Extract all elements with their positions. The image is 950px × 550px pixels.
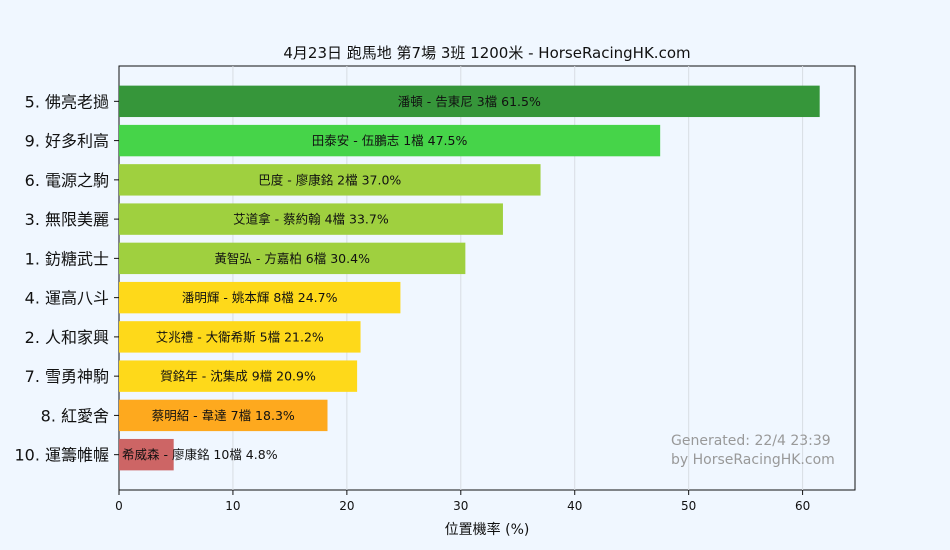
category-label: 10. 運籌帷幄 — [14, 446, 109, 465]
bar-label: 巴度 - 廖康銘 2檔 37.0% — [258, 172, 401, 187]
x-tick-label: 0 — [115, 499, 123, 513]
bar — [119, 124, 661, 157]
site-note: by HorseRacingHK.com — [671, 452, 835, 468]
bar-label: 艾道拿 - 蔡約翰 4檔 33.7% — [233, 212, 389, 227]
category-label: 1. 鈁糖武士 — [25, 249, 109, 268]
generated-note: Generated: 22/4 23:39 — [671, 433, 831, 449]
bar-label: 賀銘年 - 沈集成 9檔 20.9% — [160, 369, 316, 384]
category-label: 6. 電源之駒 — [25, 171, 109, 190]
bar — [119, 438, 174, 471]
bar-label: 田泰安 - 伍鵬志 1檔 47.5% — [312, 133, 468, 148]
bar — [119, 203, 503, 235]
bar — [119, 242, 466, 275]
bar-label: 蔡明紹 - 韋達 7檔 18.3% — [152, 408, 295, 423]
category-label: 9. 好多利高 — [25, 132, 109, 151]
category-label: 8. 紅愛舍 — [41, 406, 109, 425]
bar — [119, 321, 361, 353]
category-label: 4. 運高八斗 — [25, 289, 109, 308]
bar — [119, 164, 541, 196]
x-tick-label: 50 — [681, 499, 696, 513]
category-label: 3. 無限美麗 — [25, 210, 109, 229]
category-label: 2. 人和家興 — [25, 328, 109, 347]
bar — [119, 360, 358, 392]
bar-label: 艾兆禮 - 大衛希斯 5檔 21.2% — [156, 329, 324, 344]
bar-label: 潘頓 - 告東尼 3檔 61.5% — [398, 94, 541, 109]
bars: 5. 佛亮老撾 潘頓 - 告東尼 3檔 61.5% 9. 好多利高 田泰安 - 伍鵬志… — [14, 85, 820, 471]
bar-label: 黃智弘 - 方嘉柏 6檔 30.4% — [214, 251, 370, 266]
bar-label: 潘明輝 - 姚本輝 8檔 24.7% — [182, 290, 338, 305]
bar — [119, 399, 328, 432]
x-tick-label: 40 — [567, 499, 582, 513]
bar-label: 希威森 - 廖康銘 10檔 4.8% — [122, 447, 278, 462]
x-tick-label: 60 — [795, 499, 810, 513]
chart-title: 4月23日 跑馬地 第7場 3班 1200米 - HorseRacingHK.c… — [283, 44, 690, 62]
x-tick-label: 30 — [453, 499, 468, 513]
x-tick-label: 20 — [339, 499, 354, 513]
x-axis-title: 位置機率 (%) — [445, 521, 530, 538]
x-tick-label: 10 — [225, 499, 240, 513]
bar — [119, 85, 820, 118]
bar — [119, 281, 401, 314]
category-label: 7. 雪勇神駒 — [25, 367, 109, 386]
x-axis: 0 10 20 30 40 50 60 — [115, 490, 810, 513]
category-label: 5. 佛亮老撾 — [25, 92, 109, 111]
